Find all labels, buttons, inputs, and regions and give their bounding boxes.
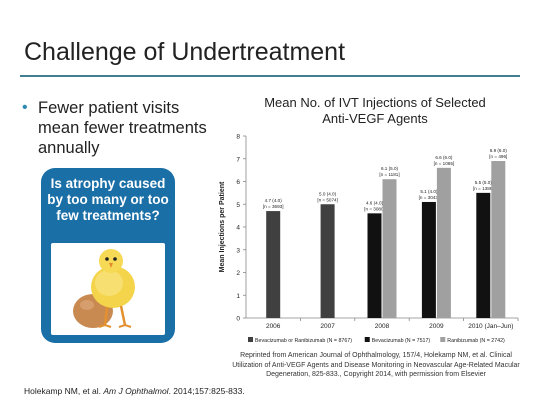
data-label: 5.1 (4.0)	[420, 189, 438, 194]
bar	[266, 211, 281, 318]
chick-on-egg-image	[51, 243, 165, 335]
legend-swatch	[440, 337, 446, 342]
bullet-text: Fewer patient visits mean fewer treatmen…	[38, 99, 207, 157]
y-tick-label: 3	[236, 247, 240, 254]
legend-label: Bevacizumab (N = 7517)	[372, 338, 431, 344]
y-tick-label: 1	[236, 293, 240, 300]
legend-swatch	[364, 337, 370, 342]
y-tick-label: 8	[236, 134, 240, 141]
y-tick-label: 4	[236, 225, 240, 232]
data-label: 4.6 (4.0)	[366, 200, 384, 205]
bar	[367, 213, 382, 318]
chart-title: Mean No. of IVT Injections of Selected A…	[264, 95, 486, 126]
y-axis-label: Mean Injections per Patient	[219, 181, 226, 272]
data-label: 5.0 (4.0)	[319, 191, 337, 196]
reference-journal: Am J Ophthalmol	[103, 386, 169, 396]
n-label: [n = 496]	[489, 154, 507, 159]
n-label: [n = 1388]	[473, 186, 494, 191]
n-label: [n = 3043]	[419, 195, 440, 200]
y-tick-label: 5	[236, 202, 240, 209]
bar	[421, 201, 436, 318]
legend-swatch	[248, 337, 253, 342]
x-tick-label: 2010 (Jan–Jun)	[468, 323, 513, 330]
bullet-dot-icon: •	[22, 99, 28, 116]
bar-chart: 0 1 2 3 4 5 6 7 8 Mean Injections per Patient 2006…	[219, 134, 519, 344]
bar	[320, 204, 335, 318]
bar	[491, 161, 506, 318]
data-label: 5.5 (5.0)	[475, 180, 493, 185]
bullet-point: • Fewer patient visits mean fewer treatm…	[22, 98, 212, 158]
reference-authors: Holekamp NM, et al.	[24, 386, 104, 396]
x-tick-label: 2008	[375, 323, 390, 330]
y-tick-label: 6	[236, 179, 240, 186]
x-tick-label: 2007	[320, 323, 335, 330]
data-label: 4.7 (4.0)	[265, 198, 283, 203]
data-label: 6.1 (5.0)	[381, 166, 399, 171]
reference-footer: Holekamp NM, et al. Am J Ophthalmol. 201…	[24, 386, 245, 396]
x-tick-label: 2006	[266, 323, 281, 330]
bar	[476, 192, 491, 318]
data-label: 6.9 (6.0)	[490, 148, 508, 153]
title-divider	[20, 75, 520, 77]
n-label: [n = 1181]	[379, 172, 399, 177]
y-tick-label: 0	[236, 316, 240, 323]
y-tick-label: 2	[236, 270, 240, 277]
legend-label: Bevacizumab or Ranibizumab (N = 8767)	[255, 338, 352, 344]
bar	[436, 167, 451, 318]
n-label: [n = 3080]	[364, 206, 385, 211]
x-tick-label: 2009	[429, 323, 444, 330]
question-box: Is atrophy caused by too many or too few…	[41, 168, 175, 343]
figure-caption: Reprinted from American Journal of Ophth…	[232, 352, 520, 378]
n-label: [n = 5074]	[317, 197, 338, 202]
n-label: [n = 1065]	[434, 161, 455, 166]
reference-details: . 2014;157:825-833.	[168, 386, 245, 396]
n-label: [n = 3693]	[263, 204, 284, 209]
data-label: 6.6 (6.0)	[435, 155, 453, 160]
slide-title: Challenge of Undertreatment	[24, 38, 346, 66]
y-tick-label: 7	[236, 156, 240, 163]
bar	[382, 179, 397, 318]
legend-label: Ranibizumab (N = 2742)	[447, 338, 505, 344]
question-text: Is atrophy caused by too many or too few…	[47, 176, 169, 223]
